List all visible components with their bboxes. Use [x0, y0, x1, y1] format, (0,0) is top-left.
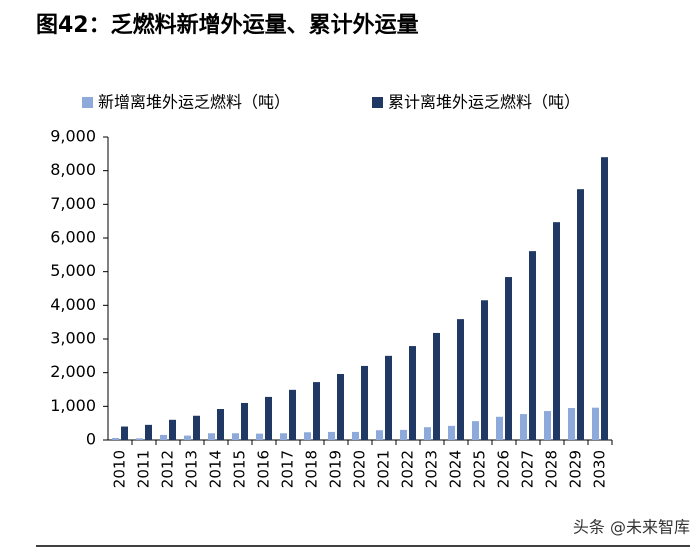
bar — [448, 425, 455, 440]
x-tick-label: 2014 — [207, 450, 225, 488]
bar — [409, 346, 416, 440]
x-tick-label: 2011 — [135, 450, 153, 488]
bar — [121, 426, 128, 440]
bar — [160, 434, 167, 440]
x-tick-label: 2015 — [231, 450, 249, 488]
bar — [385, 355, 392, 440]
y-tick-label: 2,000 — [50, 362, 96, 381]
bar — [529, 251, 536, 440]
y-tick-label: 6,000 — [50, 228, 96, 247]
x-tick-label: 2024 — [447, 450, 465, 488]
bar — [136, 438, 143, 440]
x-tick-label: 2021 — [375, 450, 393, 488]
y-tick-label: 8,000 — [50, 160, 96, 179]
x-tick-label: 2020 — [351, 450, 369, 488]
bar — [568, 408, 575, 440]
x-tick-label: 2022 — [399, 450, 417, 488]
bar — [328, 431, 335, 440]
bar — [424, 427, 431, 440]
bar — [433, 332, 440, 440]
legend-label: 新增离堆外运乏燃料（吨） — [98, 93, 290, 112]
y-tick-label: 1,000 — [50, 396, 96, 415]
bar — [208, 433, 215, 440]
watermark: 头条 @未来智库 — [573, 518, 690, 537]
bar — [313, 382, 320, 440]
bar — [505, 277, 512, 440]
x-tick-label: 2027 — [519, 450, 537, 488]
legend-label: 累计离堆外运乏燃料（吨） — [388, 93, 580, 112]
bar — [256, 433, 263, 440]
bar — [544, 411, 551, 440]
legend-swatch — [372, 97, 383, 108]
bar — [232, 433, 239, 440]
bar — [337, 374, 344, 440]
bar — [304, 432, 311, 440]
x-tick-label: 2026 — [495, 450, 513, 488]
bar — [496, 416, 503, 440]
y-tick-label: 7,000 — [50, 194, 96, 213]
bar — [520, 414, 527, 440]
bar — [481, 300, 488, 440]
bar — [169, 419, 176, 440]
bar — [457, 319, 464, 440]
bar — [193, 415, 200, 440]
x-tick-label: 2023 — [423, 450, 441, 488]
y-tick-label: 0 — [86, 430, 96, 449]
y-tick-label: 5,000 — [50, 261, 96, 280]
bar — [265, 396, 272, 440]
bar — [145, 424, 152, 440]
y-tick-label: 4,000 — [50, 295, 96, 314]
x-tick-label: 2013 — [183, 450, 201, 488]
x-tick-label: 2012 — [159, 450, 177, 488]
bar — [601, 157, 608, 440]
bar — [217, 409, 224, 440]
bar — [289, 389, 296, 440]
bar — [592, 407, 599, 440]
x-tick-label: 2025 — [471, 450, 489, 488]
bar — [280, 433, 287, 440]
bar — [184, 435, 191, 440]
x-tick-label: 2016 — [255, 450, 273, 488]
bar — [112, 437, 119, 440]
x-tick-label: 2010 — [111, 450, 129, 488]
bar — [400, 429, 407, 440]
legend-swatch — [82, 97, 93, 108]
x-tick-label: 2028 — [543, 450, 561, 488]
x-tick-label: 2030 — [591, 450, 609, 488]
bar — [376, 430, 383, 440]
x-tick-label: 2019 — [327, 450, 345, 488]
y-tick-label: 9,000 — [50, 127, 96, 146]
bar — [352, 431, 359, 440]
bar — [241, 402, 248, 440]
bar — [361, 365, 368, 440]
bar — [553, 222, 560, 440]
chart-title: 图42：乏燃料新增外运量、累计外运量 — [36, 12, 419, 38]
x-tick-label: 2029 — [567, 450, 585, 488]
x-tick-label: 2017 — [279, 450, 297, 488]
y-tick-label: 3,000 — [50, 329, 96, 348]
bar — [472, 421, 479, 440]
bar — [577, 189, 584, 440]
x-tick-label: 2018 — [303, 450, 321, 488]
